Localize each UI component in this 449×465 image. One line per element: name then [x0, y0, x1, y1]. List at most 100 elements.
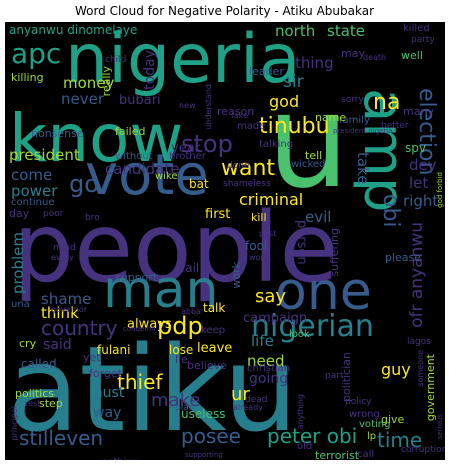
word-thing: thing	[295, 54, 334, 72]
word-pdp: pdp	[157, 312, 203, 340]
word-call: call	[357, 449, 375, 460]
word-always: always	[127, 317, 172, 332]
word-god-forbid: god forbid	[436, 172, 444, 208]
word-vote: vote	[85, 143, 209, 208]
word-north: north	[275, 22, 316, 40]
word-shame: shame	[41, 290, 92, 308]
word-fail: fail	[181, 261, 200, 275]
word-really: really	[100, 66, 113, 97]
word-nigeria: nigeria	[65, 22, 301, 99]
word-know: know	[9, 100, 184, 177]
word-wrong: wrong	[349, 409, 380, 420]
word-reason: reason	[217, 105, 255, 118]
word-leader: leader	[249, 65, 284, 78]
word-anyanwu-dinomelaye: anyanwu dinomelaye	[9, 23, 138, 37]
word-condemn: condemn	[123, 325, 156, 333]
word-think: think	[41, 304, 79, 322]
word-day: day	[9, 207, 30, 220]
word-post: post	[259, 229, 277, 238]
word-terrorist: terrorist	[315, 449, 360, 460]
word-want: want	[221, 156, 276, 181]
word-god: god	[269, 92, 300, 111]
word-new: new	[179, 101, 196, 110]
word-time: time	[377, 428, 423, 452]
word-many: many	[403, 105, 434, 118]
word-christian: christian	[247, 363, 291, 374]
word-evil: evil	[305, 208, 332, 226]
word-tinubu: tinubu	[259, 114, 330, 139]
word-candidate: candidate	[105, 160, 180, 178]
word-forget: forget	[89, 367, 122, 380]
word-let: let	[409, 174, 429, 192]
word-man: man	[103, 260, 219, 320]
word-shameless: shameless	[223, 179, 271, 189]
word-dead: dead	[245, 395, 268, 405]
word-election: election	[414, 88, 439, 176]
word-every: every	[51, 253, 74, 262]
word-campaign: campaign	[243, 311, 308, 326]
word-take: take	[354, 152, 372, 185]
word-plan: plan	[175, 403, 195, 413]
word-voting: voting	[359, 419, 391, 430]
word-work: work	[230, 262, 243, 289]
word-called: called	[21, 357, 57, 371]
word-guy: guy	[381, 360, 411, 379]
word-year: year	[171, 141, 201, 156]
word-first: first	[205, 207, 231, 222]
word-yet: yet	[83, 351, 101, 364]
word-cloud-canvas: atiku people nigeria u know vote amp man…	[5, 22, 445, 460]
word-old: old	[297, 441, 313, 452]
word-part: part	[325, 371, 344, 381]
word-someone: someone	[416, 350, 425, 387]
word-policy: policy	[345, 397, 372, 407]
word-worst: worst	[249, 253, 272, 262]
word-failed: failed	[115, 125, 146, 138]
word-child: child	[105, 55, 127, 65]
word-sir: sir	[283, 72, 304, 92]
word-lagos: lagos	[407, 337, 431, 347]
word-said: said	[43, 337, 72, 353]
word-come: come	[11, 166, 53, 184]
word-peter-obi: peter obi	[267, 424, 358, 448]
word-person: person	[294, 220, 309, 265]
word-nonsense: nonsense	[31, 127, 84, 140]
word-cry: cry	[19, 337, 37, 350]
word-kill: kill	[251, 211, 267, 224]
word-never: never	[61, 90, 105, 108]
word-useless: useless	[181, 407, 226, 421]
word-corruption: corruption	[401, 445, 445, 455]
word-wicked: wicked	[291, 159, 326, 170]
word-talk: talk	[203, 301, 226, 315]
word-made: made	[237, 121, 266, 132]
word-abba: abba	[181, 307, 201, 316]
word-well: well	[401, 49, 423, 62]
word-bro: bro	[85, 213, 100, 223]
word-death: death	[363, 53, 387, 62]
word-done: done	[227, 161, 250, 171]
word-tell: tell	[305, 149, 323, 162]
word-stop: stop	[181, 130, 233, 158]
word-supporting: supporting	[185, 451, 223, 459]
word-go: go	[69, 170, 99, 198]
word-keep: keep	[201, 325, 226, 336]
word-believe: believe	[187, 359, 227, 372]
word-understand: understand	[204, 84, 213, 130]
word-una: una	[11, 299, 30, 310]
word-better: better	[381, 121, 409, 131]
word-without: without	[115, 151, 153, 162]
word-today: today	[142, 50, 158, 90]
word-state: state	[327, 22, 365, 40]
word-people: people	[13, 192, 339, 304]
word-spv: spv	[405, 141, 426, 155]
word-brother: brother	[169, 151, 206, 162]
word-support: support	[115, 271, 158, 284]
word-nothing: nothing	[101, 458, 139, 461]
word-posee: posee	[181, 424, 241, 448]
chart-title: Word Cloud for Negative Polarity - Atiku…	[74, 4, 375, 18]
word-lie: lie	[175, 353, 188, 366]
word-power: power	[11, 182, 58, 200]
word-lp: lp	[367, 431, 377, 442]
word-give: give	[381, 413, 405, 426]
word-family: family	[339, 115, 370, 126]
word-amp: amp	[351, 88, 416, 213]
